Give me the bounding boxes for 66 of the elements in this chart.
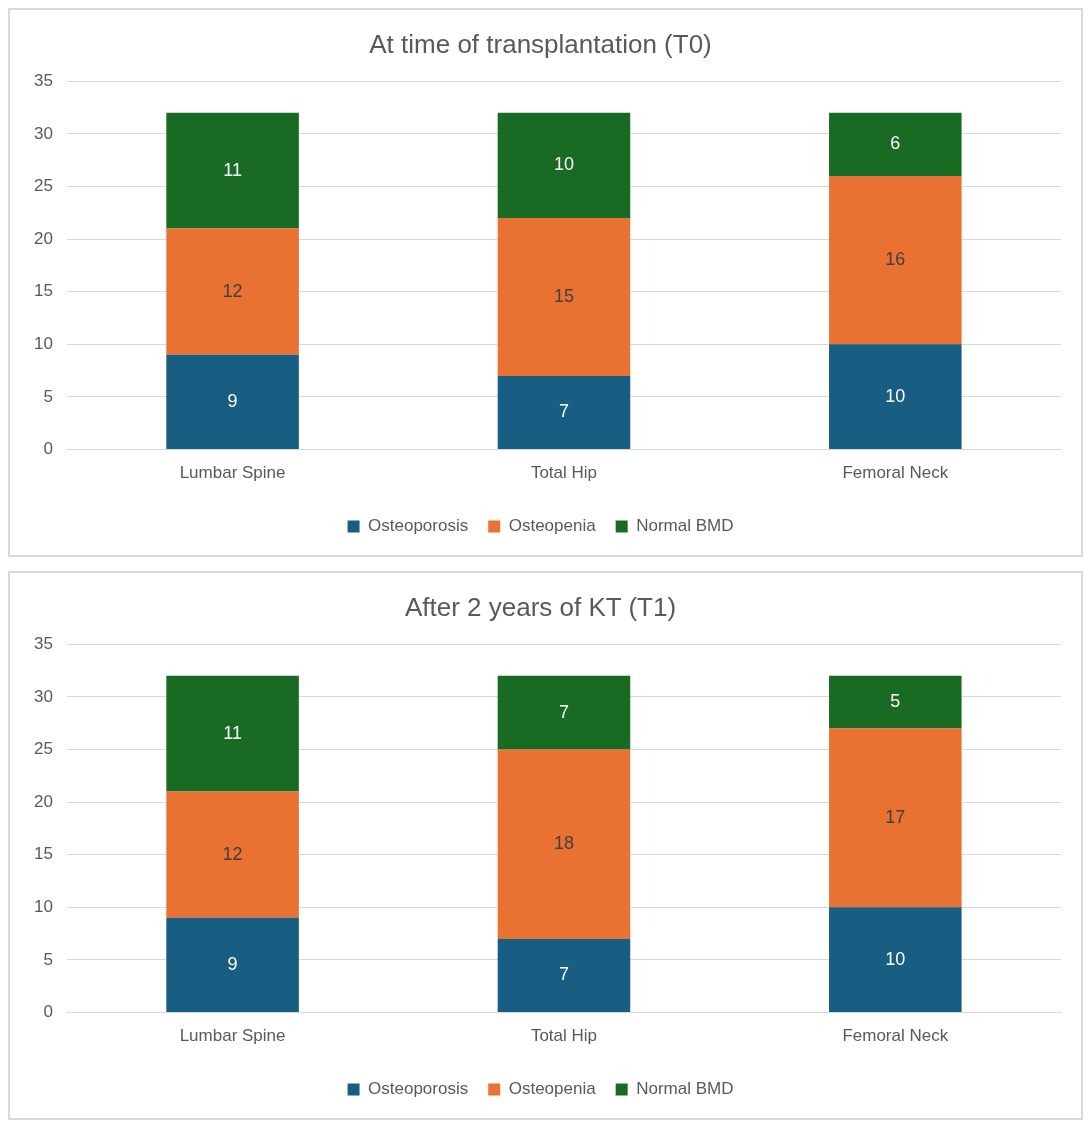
- data-label: 7: [558, 701, 569, 722]
- bar: [829, 175, 962, 345]
- bar: [829, 728, 962, 908]
- y-tick-label: 10: [33, 897, 53, 917]
- bar: [166, 354, 299, 450]
- data-label: 12: [222, 280, 243, 301]
- x-tick-label: Total Hip: [530, 1026, 598, 1046]
- bar: [166, 675, 299, 792]
- legend-label: Osteoporosis: [368, 516, 469, 536]
- legend-label: Normal BMD: [636, 516, 734, 536]
- y-tick-label: 35: [33, 633, 53, 653]
- data-label: 11: [223, 722, 242, 743]
- chart-title: After 2 years of KT (T1): [404, 591, 677, 622]
- legend-label: Osteopenia: [508, 516, 597, 536]
- data-label: 10: [553, 154, 574, 175]
- data-label: 5: [890, 691, 901, 712]
- legend-label: Normal BMD: [636, 1079, 734, 1099]
- data-label: 10: [885, 948, 906, 969]
- bar: [497, 112, 631, 219]
- data-label: 16: [885, 249, 906, 270]
- data-label: 18: [553, 833, 574, 854]
- chart-title: At time of transplantation (T0): [369, 28, 712, 59]
- y-tick-label: 20: [33, 228, 53, 248]
- bar: [166, 917, 299, 1013]
- bar: [497, 218, 631, 376]
- legend-label: Osteoporosis: [368, 1079, 469, 1099]
- data-label: 12: [222, 843, 243, 864]
- bar: [829, 675, 962, 729]
- x-tick-label: Total Hip: [530, 463, 598, 483]
- bar: [829, 344, 962, 450]
- y-tick-label: 25: [33, 176, 53, 196]
- data-label: 7: [558, 964, 569, 985]
- y-tick-label: 5: [43, 386, 53, 406]
- bar: [497, 749, 631, 939]
- legend-label: Osteopenia: [508, 1079, 597, 1099]
- y-tick-label: 0: [43, 439, 53, 459]
- x-tick-label: Lumbar Spine: [179, 1026, 286, 1046]
- y-tick-label: 15: [33, 844, 53, 864]
- data-label: 15: [553, 285, 574, 306]
- data-label: 7: [558, 401, 569, 422]
- y-tick-label: 10: [33, 334, 53, 354]
- x-tick-label: Femoral Neck: [842, 463, 949, 483]
- y-tick-label: 30: [33, 686, 53, 706]
- data-label: 11: [223, 159, 242, 180]
- y-tick-label: 15: [33, 281, 53, 301]
- bar: [829, 112, 962, 176]
- bar: [497, 675, 631, 750]
- y-tick-label: 20: [33, 791, 53, 811]
- data-label: 9: [227, 390, 238, 411]
- x-tick-label: Lumbar Spine: [179, 463, 286, 483]
- data-label: 17: [885, 806, 906, 827]
- y-tick-label: 35: [33, 70, 53, 90]
- y-tick-label: 30: [33, 123, 53, 143]
- bar: [829, 907, 962, 1013]
- data-label: 6: [890, 133, 901, 154]
- data-label: 10: [885, 385, 906, 406]
- bar: [166, 112, 299, 229]
- bar: [166, 228, 299, 355]
- bar: [497, 938, 631, 1013]
- y-tick-label: 5: [43, 949, 53, 969]
- data-label: 9: [227, 953, 238, 974]
- y-tick-label: 25: [33, 739, 53, 759]
- x-tick-label: Femoral Neck: [842, 1026, 949, 1046]
- bar: [166, 791, 299, 918]
- y-tick-label: 0: [43, 1002, 53, 1022]
- bar: [497, 375, 631, 450]
